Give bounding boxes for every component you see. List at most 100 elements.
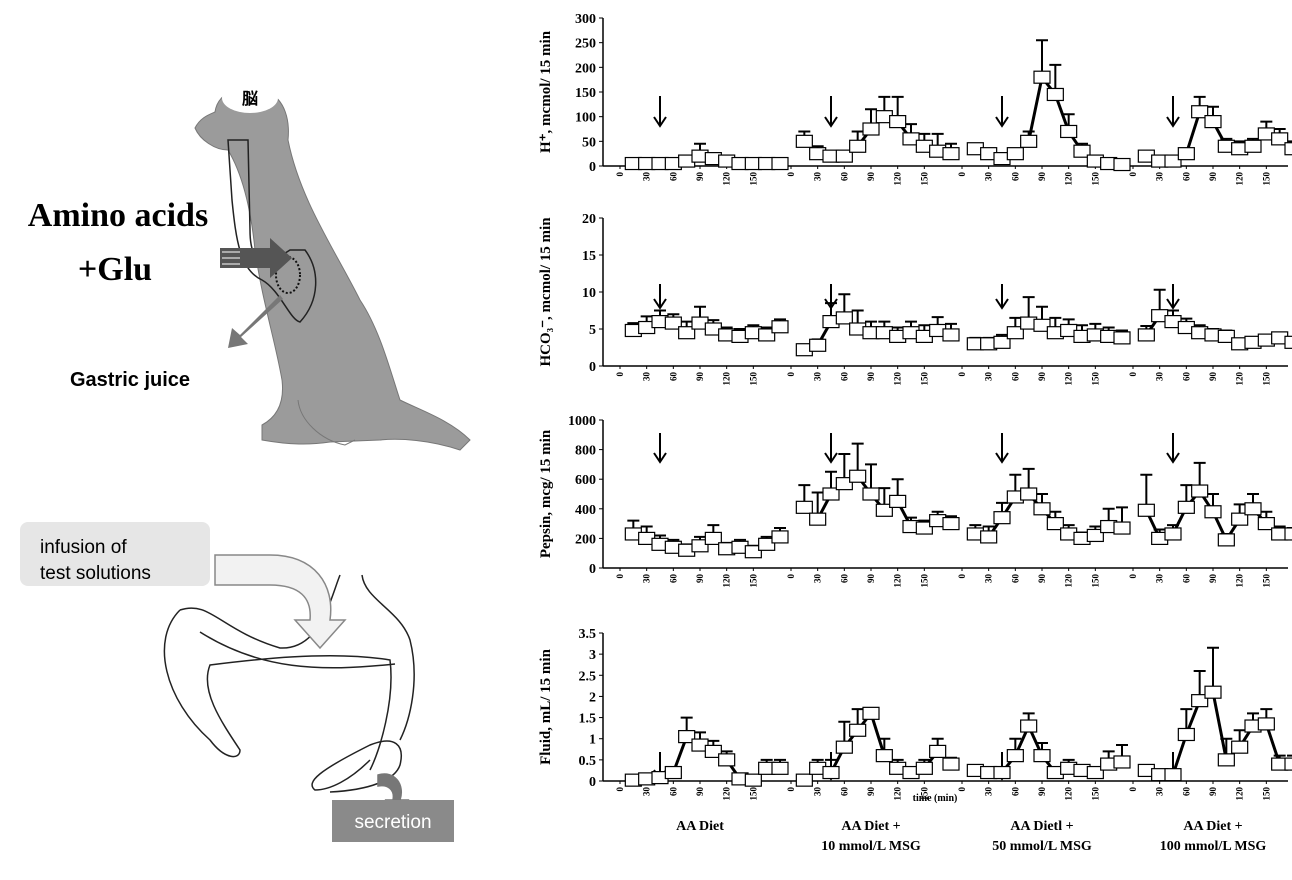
x-tick-label: 90 — [695, 787, 705, 797]
marker — [916, 762, 932, 774]
brain-label: 脳 — [242, 90, 258, 108]
marker — [1218, 754, 1234, 766]
x-tick-label: 0 — [615, 574, 625, 579]
marker — [1245, 503, 1261, 515]
x-tick-label: 150 — [919, 172, 929, 186]
x-tick-label: 0 — [1128, 372, 1138, 377]
marker — [796, 501, 812, 513]
marker — [772, 158, 788, 170]
y-tick-label: 200 — [575, 61, 596, 76]
x-tick-label: 60 — [839, 172, 849, 182]
x-tick-label: 150 — [1261, 574, 1271, 588]
marker — [1061, 125, 1077, 137]
group-label: AA Diet + — [1183, 819, 1242, 834]
y-tick-label: 0 — [589, 775, 596, 790]
marker — [772, 531, 788, 543]
marker — [836, 312, 852, 324]
infusion-label: test solutions — [40, 563, 151, 584]
x-tick-label: 120 — [1235, 787, 1245, 801]
x-tick-label: 120 — [722, 574, 732, 588]
x-tick-label: 90 — [1208, 372, 1218, 382]
x-tick-label: 0 — [957, 574, 967, 579]
x-tick-label: 90 — [866, 372, 876, 382]
x-tick-label: 90 — [695, 372, 705, 382]
x-tick-label: 60 — [839, 574, 849, 584]
x-tick-label: 90 — [1037, 787, 1047, 797]
marker — [994, 767, 1010, 779]
x-tick-label: 150 — [748, 787, 758, 801]
y-tick-label: 300 — [575, 12, 596, 27]
marker — [1178, 501, 1194, 513]
x-tick-label: 120 — [722, 172, 732, 186]
marker — [1285, 528, 1292, 540]
x-tick-label: 30 — [984, 172, 994, 182]
marker — [890, 116, 906, 128]
group-label: 50 mmol/L MSG — [992, 839, 1092, 854]
marker — [930, 745, 946, 757]
glu-label: +Glu — [78, 251, 152, 288]
y-axis-label: H⁺, mcmol/ 15 min — [538, 30, 554, 153]
x-tick-label: 0 — [786, 372, 796, 377]
x-tick-label: 30 — [813, 172, 823, 182]
x-tick-label: 30 — [1155, 172, 1165, 182]
x-tick-label: 120 — [893, 787, 903, 801]
marker — [1007, 148, 1023, 160]
x-tick-label: 150 — [1261, 172, 1271, 186]
x-tick-label: 30 — [813, 787, 823, 797]
x-tick-label: 0 — [786, 787, 796, 792]
x-tick-label: 30 — [1155, 574, 1165, 584]
x-tick-label: 0 — [1128, 574, 1138, 579]
group-label: AA Diet — [676, 819, 724, 834]
group-label: AA Dietl + — [1010, 819, 1073, 834]
x-tick-label: 90 — [866, 787, 876, 797]
marker — [943, 518, 959, 530]
x-tick-label: 60 — [1181, 574, 1191, 584]
marker — [1258, 718, 1274, 730]
x-tick-label: 90 — [1037, 172, 1047, 182]
arrow — [654, 433, 666, 462]
arrow — [825, 96, 837, 126]
marker — [1178, 148, 1194, 160]
x-tick-label: 90 — [1208, 787, 1218, 797]
x-tick-label: 60 — [1010, 787, 1020, 797]
marker — [1034, 71, 1050, 83]
marker — [1245, 140, 1261, 152]
marker — [836, 741, 852, 753]
y-tick-label: 10 — [582, 286, 596, 301]
x-tick-label: 60 — [668, 787, 678, 797]
marker — [943, 329, 959, 341]
arrow — [654, 284, 666, 308]
x-tick-label: 0 — [615, 787, 625, 792]
arrow — [1167, 284, 1179, 308]
y-tick-label: 3 — [589, 648, 596, 663]
marker — [1047, 88, 1063, 100]
x-tick-label: 30 — [642, 172, 652, 182]
marker — [890, 495, 906, 507]
marker — [796, 135, 812, 147]
marker — [1138, 504, 1154, 516]
marker — [772, 321, 788, 333]
x-tick-label: 90 — [866, 172, 876, 182]
x-tick-label: 30 — [642, 372, 652, 382]
x-tick-label: 150 — [919, 787, 929, 801]
marker — [850, 470, 866, 482]
arrow — [1167, 96, 1179, 126]
x-tick-label: 150 — [919, 372, 929, 386]
y-tick-label: 15 — [582, 249, 596, 264]
x-tick-label: 60 — [839, 787, 849, 797]
x-tick-label: 30 — [984, 574, 994, 584]
x-tick-label: 150 — [919, 574, 929, 588]
y-tick-label: 3.5 — [579, 627, 597, 642]
arrow — [825, 433, 837, 462]
group-label: 10 mmol/L MSG — [821, 839, 921, 854]
marker — [745, 774, 761, 786]
marker — [665, 767, 681, 779]
x-tick-label: 30 — [984, 787, 994, 797]
marker — [1192, 485, 1208, 497]
marker — [1232, 741, 1248, 753]
x-tick-label: 60 — [668, 574, 678, 584]
arrow — [996, 96, 1008, 126]
x-tick-label: 150 — [1261, 372, 1271, 386]
marker — [1285, 336, 1292, 348]
y-tick-label: 150 — [575, 86, 596, 101]
